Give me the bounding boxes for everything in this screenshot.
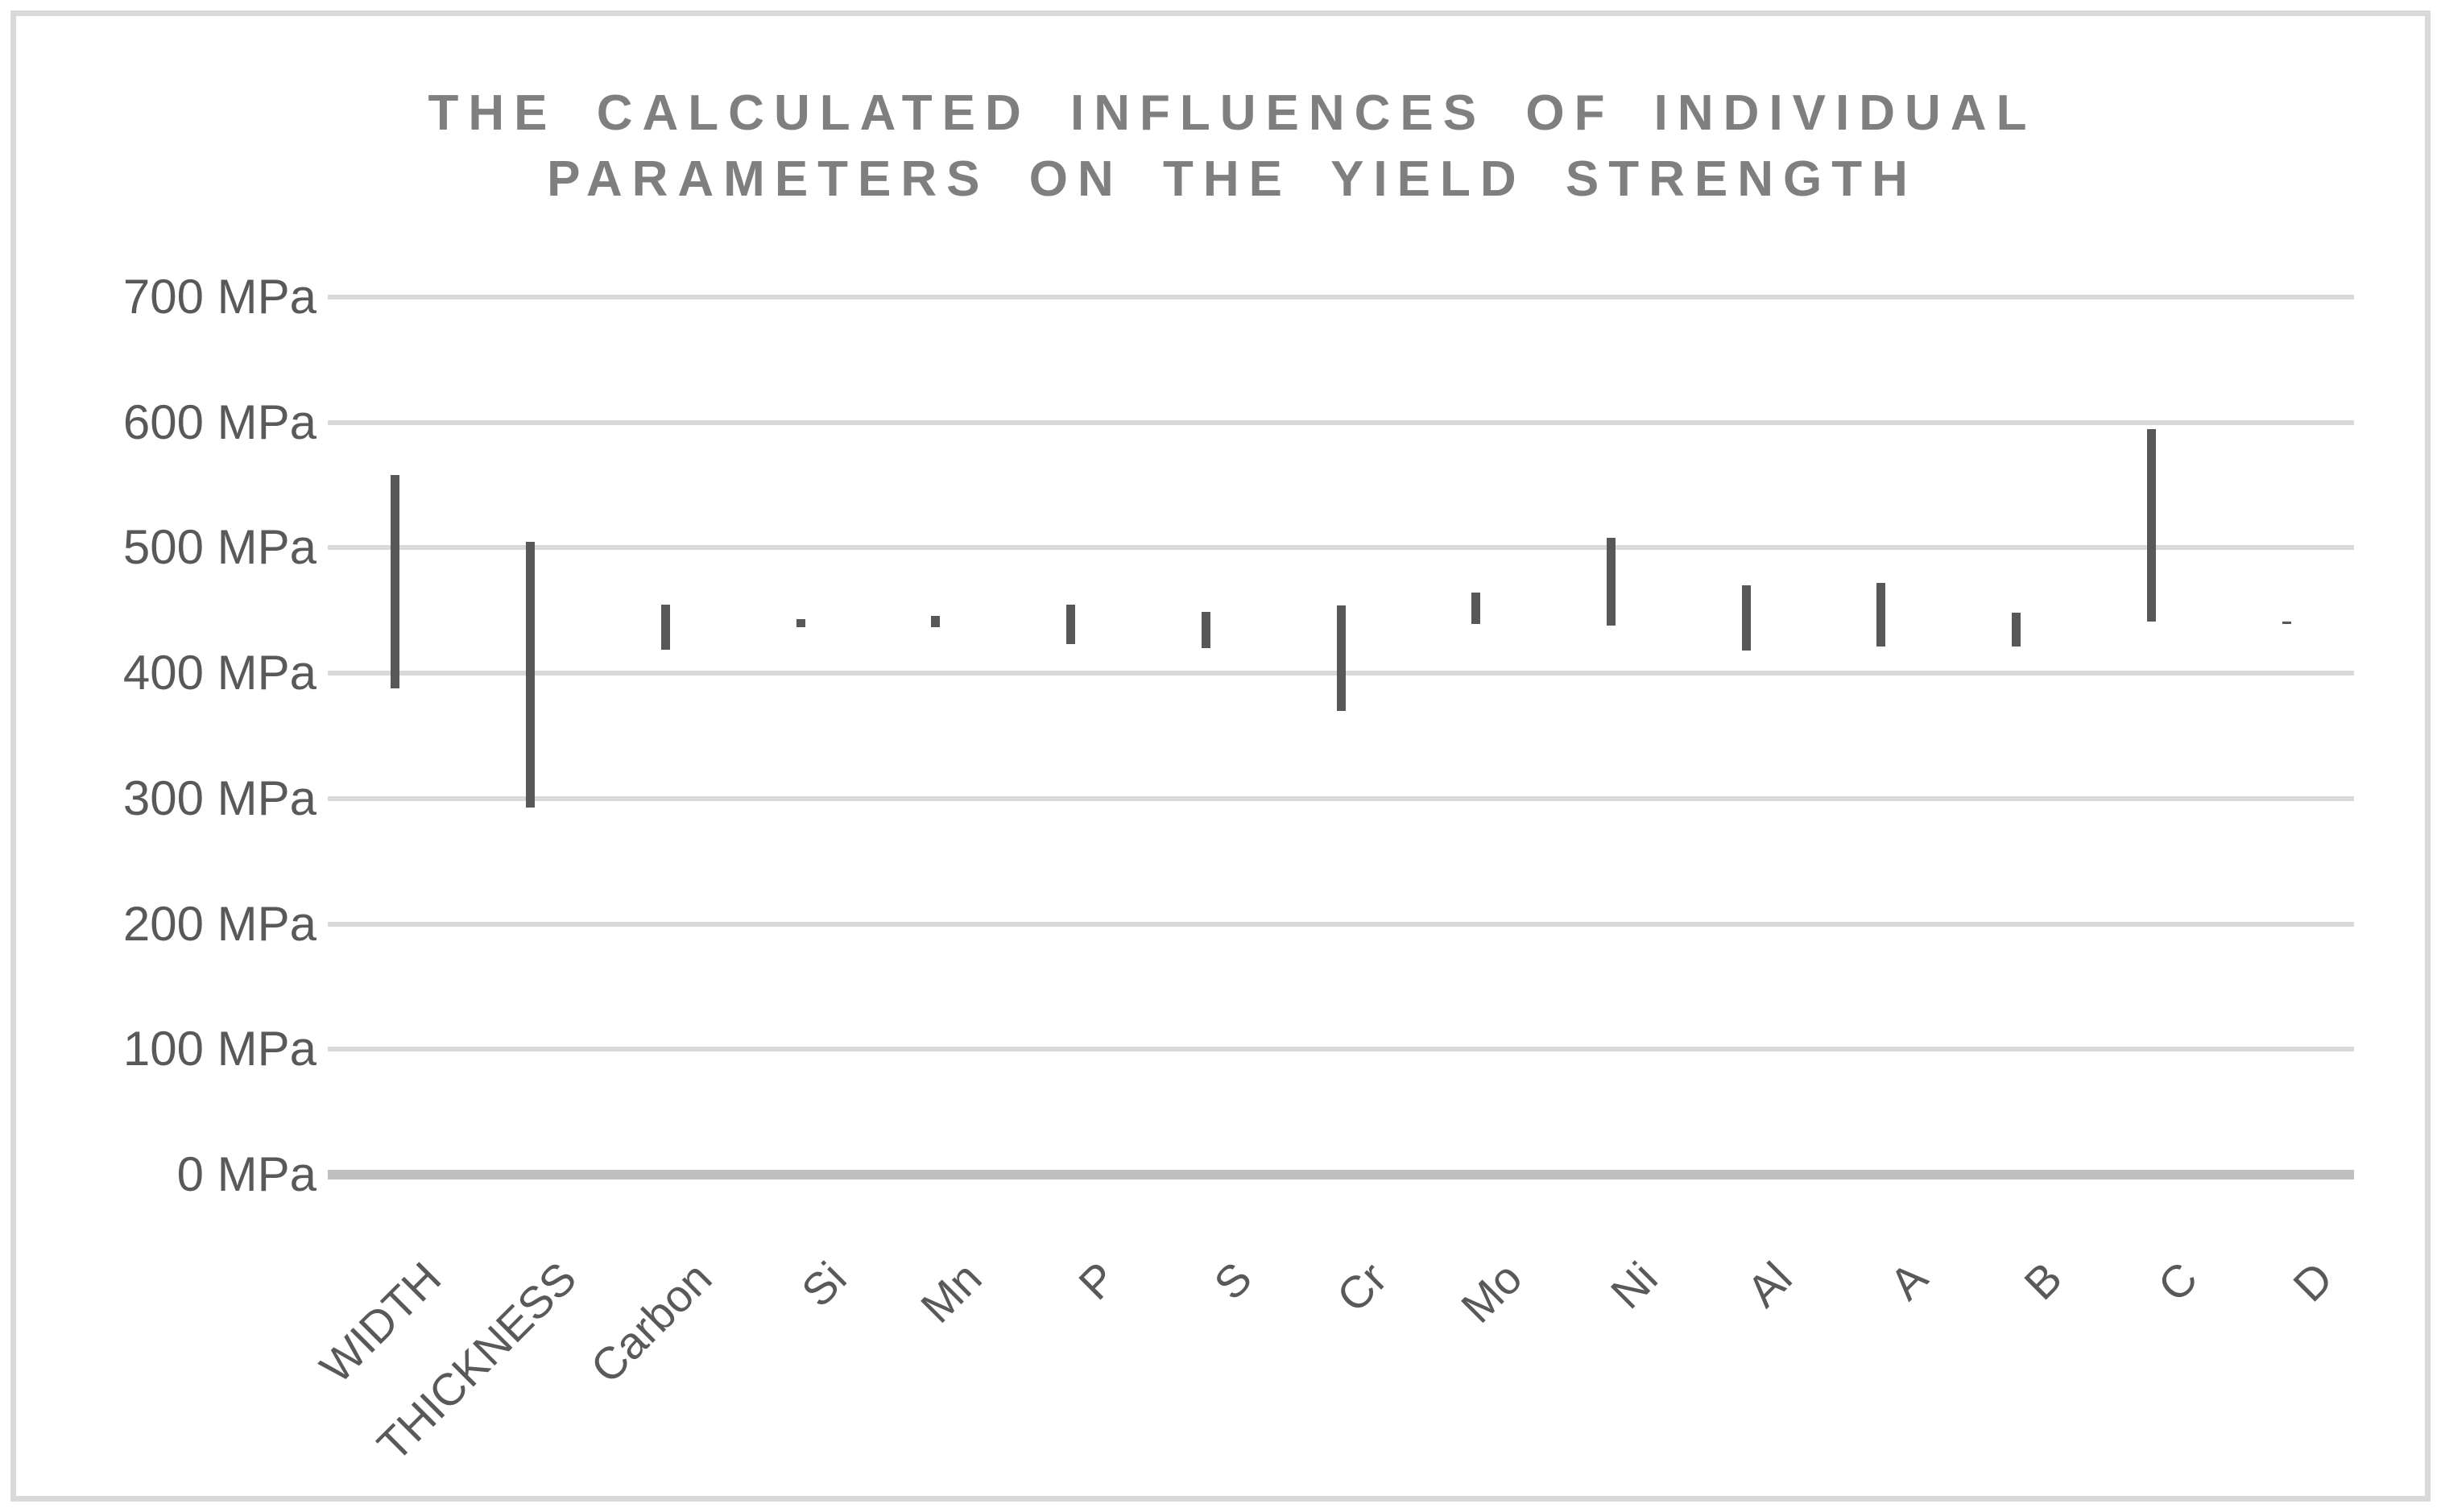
range-bar-si (796, 619, 805, 627)
range-bar-mn (931, 615, 941, 627)
range-bar-d (2282, 622, 2291, 625)
gridline-100 (328, 1047, 2354, 1052)
range-bar-mo (1471, 593, 1481, 625)
gridline-200 (328, 921, 2354, 927)
y-axis-tick-label-300: 300 MPa (122, 770, 317, 825)
range-bar-b (2012, 613, 2021, 647)
y-axis-tick-label-200: 200 MPa (122, 896, 317, 951)
gridline-700 (328, 295, 2354, 300)
gridline-500 (328, 545, 2354, 551)
range-bar-s (1201, 611, 1210, 648)
chart-title: THE CALCULATED INFLUENCES OF INDIVIDUAL … (24, 81, 2440, 213)
chart-frame-border (10, 10, 2431, 1502)
y-axis-tick-label-400: 400 MPa (122, 646, 317, 700)
y-axis-tick-label-100: 100 MPa (122, 1022, 317, 1076)
range-bar-ni (1606, 537, 1616, 626)
y-axis-tick-label-700: 700 MPa (122, 270, 317, 324)
gridline-600 (328, 419, 2354, 425)
range-bar-carbon (660, 604, 670, 650)
range-bar-width (391, 475, 400, 688)
y-axis-tick-label-0: 0 MPa (176, 1147, 317, 1201)
x-axis-zero-line (328, 1170, 2354, 1179)
range-bar-thickness (526, 541, 536, 808)
y-axis-tick-label-500: 500 MPa (122, 520, 317, 575)
chart-title-line-2: PARAMETERS ON THE YIELD STRENGTH (547, 151, 1918, 207)
range-bar-cr (1336, 605, 1346, 711)
gridline-300 (328, 795, 2354, 801)
y-axis-tick-label-600: 600 MPa (122, 395, 317, 449)
range-bar-c (2146, 428, 2156, 622)
chart-title-line-1: THE CALCULATED INFLUENCES OF INDIVIDUAL (428, 85, 2037, 141)
range-bar-al (1741, 585, 1751, 651)
range-bar-a (1876, 583, 1886, 647)
range-bar-p (1066, 604, 1076, 645)
